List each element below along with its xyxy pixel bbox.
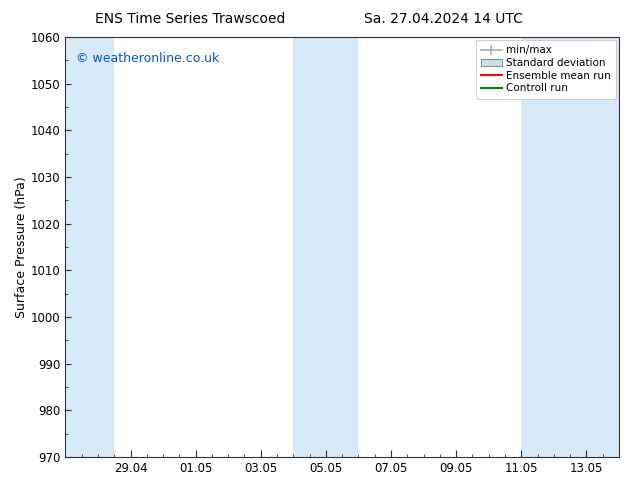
Y-axis label: Surface Pressure (hPa): Surface Pressure (hPa): [15, 176, 28, 318]
Bar: [65, 37, 114, 457]
Legend: min/max, Standard deviation, Ensemble mean run, Controll run: min/max, Standard deviation, Ensemble me…: [476, 40, 616, 98]
Text: Sa. 27.04.2024 14 UTC: Sa. 27.04.2024 14 UTC: [365, 12, 523, 26]
Bar: [521, 37, 619, 457]
Text: © weatheronline.co.uk: © weatheronline.co.uk: [77, 52, 220, 65]
Text: ENS Time Series Trawscoed: ENS Time Series Trawscoed: [95, 12, 285, 26]
Bar: [294, 37, 358, 457]
